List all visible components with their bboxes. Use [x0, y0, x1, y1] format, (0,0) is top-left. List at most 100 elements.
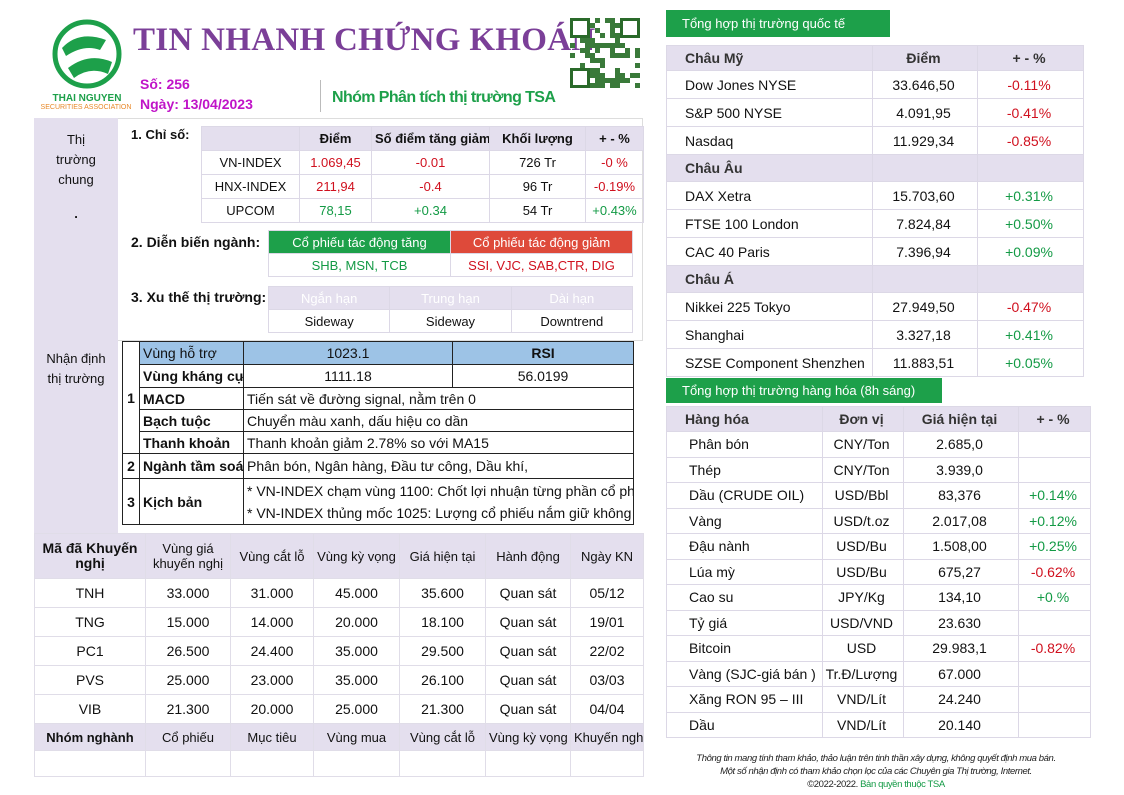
- rec-value: 05/12: [570, 578, 644, 608]
- market-name: DAX Xetra: [666, 181, 873, 210]
- commodity-name: Phân bón: [666, 431, 823, 458]
- commodity-unit: USD: [822, 635, 904, 662]
- rights: Bản quyền thuộc TSA: [860, 779, 945, 790]
- empty-cell: [872, 154, 978, 182]
- commodity-change: [1018, 686, 1091, 713]
- resistance-value: 1111.18: [243, 364, 453, 388]
- commodity-title: Tổng hợp thị trường hàng hóa (8h sáng): [666, 378, 942, 403]
- rec-value: 25.000: [145, 665, 231, 695]
- empty-cell: [145, 750, 231, 777]
- commodity-change: +0.25%: [1018, 533, 1091, 560]
- empty-cell: [399, 750, 486, 777]
- market-points: 27.949,50: [872, 292, 978, 321]
- column-header: Hàng hóa: [666, 406, 823, 432]
- recommendation-row: PC1 26.500 24.400 35.000 29.500 Quan sát 22/02: [34, 636, 644, 666]
- empty-cell: [977, 265, 1084, 293]
- market-change: +0.41%: [977, 320, 1084, 349]
- footer: Thông tin mang tính tham khảo, thảo luận…: [660, 752, 1092, 791]
- commodity-row: Đậu nành USD/Bu 1.508,00 +0.25%: [666, 533, 1091, 560]
- empty-cell: [570, 750, 644, 777]
- commodity-change: +0.12%: [1018, 507, 1091, 534]
- rec-value: Quan sát: [485, 636, 571, 666]
- market-name: SZSE Component Shenzhen: [666, 348, 873, 377]
- rec-value: 14.000: [230, 607, 314, 637]
- market-points: 3.327,18: [872, 320, 978, 349]
- market-row: DAX Xetra 15.703,60 +0.31%: [666, 181, 1084, 210]
- rec-value: 23.000: [230, 665, 314, 695]
- column-header: Khối lượng: [489, 126, 586, 151]
- column-header: Khuyến nghị: [570, 723, 644, 751]
- market-row: Nasdaq 11.929,34 -0.85%: [666, 126, 1084, 155]
- rec-value: 18.100: [399, 607, 486, 637]
- commodity-change: [1018, 431, 1091, 458]
- commodity-unit: Tr.Đ/Lượng: [822, 660, 904, 687]
- rec-value: 45.000: [313, 578, 400, 608]
- rec-value: 35.000: [313, 665, 400, 695]
- issue-date: Ngày: 13/04/2023: [140, 96, 253, 112]
- index-value: 211,94: [299, 174, 372, 199]
- market-points: 11.883,51: [872, 348, 978, 377]
- market-name: Nasdaq: [666, 126, 873, 155]
- commodity-name: Thép: [666, 456, 823, 483]
- market-row: Nikkei 225 Tokyo 27.949,50 -0.47%: [666, 292, 1084, 321]
- intl-title: Tổng hợp thị trường quốc tế: [666, 10, 890, 37]
- commodity-price: 20.140: [903, 711, 1019, 738]
- empty-cell: [34, 750, 146, 777]
- rec-value: 26.100: [399, 665, 486, 695]
- trend-label: 3. Xu thế thị trường:: [131, 289, 267, 305]
- market-row: Dow Jones NYSE 33.646,50 -0.11%: [666, 70, 1084, 99]
- commodity-row: Dầu VND/Lít 20.140: [666, 711, 1091, 738]
- column-header: Vùng kỳ vọng: [485, 723, 571, 751]
- empty-cell: [872, 265, 978, 293]
- commodity-unit: USD/t.oz: [822, 507, 904, 534]
- rec-value: Quan sát: [485, 607, 571, 637]
- rec-value: 33.000: [145, 578, 231, 608]
- market-points: 4.091,95: [872, 98, 978, 127]
- rec-value: 21.300: [399, 694, 486, 724]
- commodity-price: 2.017,08: [903, 507, 1019, 534]
- rec-value: 20.000: [230, 694, 314, 724]
- index-value: -0.4: [371, 174, 490, 199]
- commodity-price: 3.939,0: [903, 456, 1019, 483]
- market-name: FTSE 100 London: [666, 209, 873, 238]
- commodity-row: Tỷ giá USD/VND 23.630: [666, 609, 1091, 636]
- market-row: CAC 40 Paris 7.396,94 +0.09%: [666, 237, 1084, 266]
- recommendation-row: VIB 21.300 20.000 25.000 21.300 Quan sát 04/04: [34, 694, 644, 724]
- resistance-label: Vùng kháng cự: [139, 364, 244, 388]
- index-name: UPCOM: [201, 198, 300, 223]
- commodity-unit: VND/Lít: [822, 711, 904, 738]
- commodity-change: +0.%: [1018, 584, 1091, 611]
- support-value: 1023.1: [243, 341, 453, 365]
- trend-table: Ngắn hạn Trung hạn Dài hạn Sideway Sideway Do…: [267, 286, 634, 333]
- rec-value: Quan sát: [485, 665, 571, 695]
- liquidity-label: Thanh khoản: [139, 431, 244, 454]
- commodity-name: Tỷ giá: [666, 609, 823, 636]
- indices-header: Điểm Số điểm tăng giảm Khối lượng + - %: [201, 126, 644, 151]
- rsi-label: RSI: [452, 341, 634, 365]
- commodity-name: Vàng: [666, 507, 823, 534]
- commodity-price: 24.240: [903, 686, 1019, 713]
- column-header: Giá hiện tại: [903, 406, 1019, 432]
- recs-header: Mã đã Khuyến nghị Vùng giá khuyến nghị Vùn…: [34, 533, 644, 579]
- rec-value: 25.000: [313, 694, 400, 724]
- stock-code: TNG: [34, 607, 146, 637]
- outlook-label: Nhận định thị trường: [46, 351, 106, 386]
- trend-header: Ngắn hạn Trung hạn Dài hạn: [267, 286, 634, 310]
- commodity-change: -0.62%: [1018, 558, 1091, 585]
- qr-code-icon[interactable]: [570, 18, 640, 88]
- index-name: VN-INDEX: [201, 150, 300, 175]
- rec-value: 31.000: [230, 578, 314, 608]
- market-row: SZSE Component Shenzhen 11.883,51 +0.05%: [666, 348, 1084, 377]
- rec-value: 04/04: [570, 694, 644, 724]
- stock-code: VIB: [34, 694, 146, 724]
- index-value: 54 Tr: [489, 198, 586, 223]
- index-row: UPCOM 78,15 +0.34 54 Tr +0.43%: [201, 198, 644, 223]
- column-header: Số điểm tăng giảm: [371, 126, 490, 151]
- octopus-label: Bạch tuộc: [139, 409, 244, 432]
- market-change: -0.47%: [977, 292, 1084, 321]
- commodity-row: Bitcoin USD 29.983,1 -0.82%: [666, 635, 1091, 662]
- column-header: Vùng kỳ vọng: [313, 533, 400, 579]
- index-row: HNX-INDEX 211,94 -0.4 96 Tr -0.19%: [201, 174, 644, 199]
- index-value: -0.01: [371, 150, 490, 175]
- rec-value: 20.000: [313, 607, 400, 637]
